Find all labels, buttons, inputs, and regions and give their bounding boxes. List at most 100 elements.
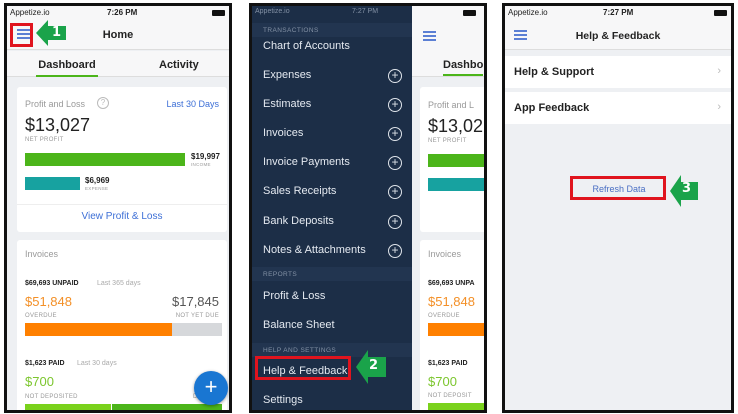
chevron-right-icon: › bbox=[717, 65, 721, 77]
menu-item-sales-receipts[interactable]: Sales Receipts bbox=[263, 185, 337, 197]
income-label: INCOME bbox=[191, 162, 211, 167]
status-bar: Appetize.io 7:27 PM bbox=[505, 6, 731, 20]
menu-item-invoice-payments[interactable]: Invoice Payments bbox=[263, 156, 350, 168]
home-screen: Appetize.io 7:26 PM Home Dashboard Activ… bbox=[4, 3, 232, 413]
not-yet-due-label: NOT YET DUE bbox=[175, 313, 219, 319]
menu-item-settings[interactable]: Settings bbox=[263, 394, 303, 406]
not-deposited-label: NOT DEPOSIT bbox=[428, 393, 472, 399]
tab-bar: Dashboard Activity bbox=[7, 51, 229, 77]
add-invoice-payment-icon[interactable]: + bbox=[388, 156, 402, 170]
tab-dashboard: Dashbo bbox=[443, 59, 484, 76]
header: Help & Feedback bbox=[505, 20, 731, 50]
profit-loss-card: Profit and Loss ? Last 30 Days $13,027 N… bbox=[17, 87, 227, 232]
expense-value: $6,969 bbox=[85, 176, 110, 185]
clock: 7:26 PM bbox=[107, 8, 138, 17]
unpaid-period: Last 365 days bbox=[97, 280, 141, 287]
step-arrow-3 bbox=[670, 175, 698, 207]
app-feedback-label: App Feedback bbox=[514, 102, 590, 114]
pl-title: Profit and Loss bbox=[25, 99, 86, 109]
menu-item-invoices[interactable]: Invoices bbox=[263, 127, 304, 139]
section-help-settings: HELP AND SETTINGS bbox=[252, 343, 412, 357]
step-number-1: 1 bbox=[52, 25, 62, 40]
overdue-value: $51,848 bbox=[428, 294, 475, 309]
carrier: Appetize.io bbox=[10, 8, 50, 17]
not-yet-due-value: $17,845 bbox=[172, 294, 219, 309]
not-deposited-bar bbox=[25, 404, 111, 410]
income-bar bbox=[25, 153, 185, 166]
menu-icon[interactable] bbox=[423, 31, 436, 41]
add-sales-receipt-icon[interactable]: + bbox=[388, 185, 402, 199]
add-note-icon[interactable]: + bbox=[388, 244, 402, 258]
paid-total: $1,623 PAID bbox=[25, 360, 65, 367]
step-arrow-2 bbox=[356, 350, 386, 384]
menu-icon[interactable] bbox=[514, 30, 527, 40]
menu-item-notes-attachments[interactable]: Notes & Attachments bbox=[263, 244, 366, 256]
invoices-title: Invoices bbox=[428, 249, 462, 259]
refresh-data-button[interactable]: Refresh Data bbox=[592, 184, 646, 194]
battery-icon bbox=[714, 10, 727, 16]
invoices-title: Invoices bbox=[25, 249, 59, 259]
menu-item-estimates[interactable]: Estimates bbox=[263, 98, 312, 110]
add-expense-icon[interactable]: + bbox=[388, 69, 402, 83]
paid-period: Last 30 days bbox=[77, 360, 117, 367]
not-deposited-label: NOT DEPOSITED bbox=[25, 394, 78, 400]
overdue-value: $51,848 bbox=[25, 294, 72, 309]
tab-dashboard[interactable]: Dashboard bbox=[36, 59, 98, 77]
net-profit-value: $13,027 bbox=[25, 115, 91, 135]
net-profit-value: $13,02 bbox=[428, 116, 484, 136]
add-invoice-icon[interactable]: + bbox=[388, 127, 402, 141]
net-profit-label: NET PROFIT bbox=[428, 138, 467, 144]
menu-screen: Dashbo Profit and L $13,02 NET PROFIT In… bbox=[249, 3, 487, 413]
menu-item-expenses[interactable]: Expenses bbox=[263, 69, 312, 81]
range-selector[interactable]: Last 30 Days bbox=[166, 99, 219, 109]
highlight-menu bbox=[10, 23, 33, 47]
add-bank-deposit-icon[interactable]: + bbox=[388, 215, 402, 229]
overdue-label: OVERDUE bbox=[25, 313, 57, 319]
expense-bar bbox=[25, 177, 80, 190]
help-icon[interactable]: ? bbox=[97, 97, 109, 109]
unpaid-total: $69,693 UNPA bbox=[428, 280, 475, 287]
pl-title: Profit and L bbox=[428, 100, 475, 110]
carrier: Appetize.io bbox=[508, 8, 548, 17]
not-deposited-value: $700 bbox=[428, 374, 457, 389]
menu-item-help-feedback[interactable]: Help & Feedback bbox=[263, 365, 348, 377]
step-arrow-1 bbox=[36, 20, 66, 46]
add-fab-button[interactable]: + bbox=[194, 371, 228, 405]
overdue-bar bbox=[25, 323, 172, 336]
view-profit-loss-link[interactable]: View Profit & Loss bbox=[81, 211, 163, 222]
invoices-card: Invoices $69,693 UNPAID Last 365 days $5… bbox=[17, 240, 227, 410]
carrier: Appetize.io bbox=[255, 8, 290, 15]
chevron-right-icon: › bbox=[717, 101, 721, 113]
help-support-label: Help & Support bbox=[514, 66, 595, 78]
help-feedback-screen: Appetize.io 7:27 PM Help & Feedback Help… bbox=[502, 3, 734, 413]
highlight-refresh-data bbox=[570, 176, 666, 200]
page-title: Help & Feedback bbox=[575, 30, 661, 42]
add-estimate-icon[interactable]: + bbox=[388, 98, 402, 112]
clock: 7:27 PM bbox=[603, 8, 634, 17]
section-reports: REPORTS bbox=[252, 267, 412, 281]
menu-item-bank-deposits[interactable]: Bank Deposits bbox=[263, 215, 334, 227]
not-deposited-value: $700 bbox=[25, 374, 54, 389]
step-number-3: 3 bbox=[682, 181, 692, 196]
battery-icon bbox=[212, 10, 225, 16]
section-transactions: TRANSACTIONS bbox=[252, 23, 412, 37]
net-profit-label: NET PROFIT bbox=[25, 137, 64, 143]
not-yet-due-bar bbox=[172, 323, 222, 336]
background-home: Dashbo Profit and L $13,02 NET PROFIT In… bbox=[412, 6, 484, 410]
menu-item-balance-sheet[interactable]: Balance Sheet bbox=[263, 319, 335, 331]
unpaid-total: $69,693 UNPAID bbox=[25, 280, 79, 287]
menu-icon[interactable] bbox=[17, 29, 30, 39]
app-feedback-row[interactable]: App Feedback › bbox=[505, 92, 731, 124]
highlight-help-feedback bbox=[255, 356, 351, 380]
tab-activity[interactable]: Activity bbox=[159, 59, 199, 71]
status-bar: Appetize.io 7:26 PM bbox=[7, 6, 229, 20]
menu-item-profit-loss[interactable]: Profit & Loss bbox=[263, 290, 326, 302]
expense-label: EXPENSE bbox=[85, 186, 109, 191]
help-support-row[interactable]: Help & Support › bbox=[505, 56, 731, 88]
income-value: $19,997 bbox=[191, 152, 220, 161]
overdue-label: OVERDUE bbox=[428, 313, 460, 319]
navigation-drawer: Appetize.io 7:27 PM TRANSACTIONS Chart o… bbox=[252, 6, 412, 410]
battery-icon bbox=[463, 10, 476, 16]
menu-item-chart-of-accounts[interactable]: Chart of Accounts bbox=[263, 40, 350, 52]
clock: 7:27 PM bbox=[352, 8, 379, 15]
